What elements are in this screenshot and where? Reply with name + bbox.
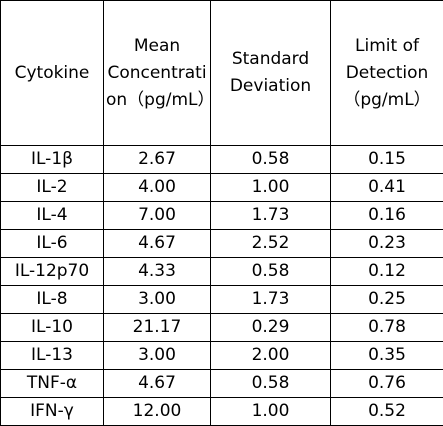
table-cell: 12.00 [104, 398, 211, 426]
table-cell: 0.25 [331, 286, 443, 314]
table-cell: TNF-α [1, 370, 104, 398]
table-cell: 0.52 [331, 398, 443, 426]
table-cell: 7.00 [104, 202, 211, 230]
table-cell: 21.17 [104, 314, 211, 342]
table-cell: IL-1β [1, 146, 104, 174]
header-cell: Mean Concentration（pg/mL） [104, 1, 211, 146]
table-cell: 4.33 [104, 258, 211, 286]
header-cell: Standard Deviation [211, 1, 331, 146]
table-cell: 0.76 [331, 370, 443, 398]
table-cell: 0.58 [211, 370, 331, 398]
table-cell: 0.29 [211, 314, 331, 342]
table-cell: 3.00 [104, 286, 211, 314]
header-cell: Cytokine [1, 1, 104, 146]
table-cell: IFN-γ [1, 398, 104, 426]
table-cell: 0.78 [331, 314, 443, 342]
table-cell: 0.12 [331, 258, 443, 286]
table-cell: 4.67 [104, 370, 211, 398]
table-cell: 0.58 [211, 146, 331, 174]
header-cell: Limit of Detection（pg/mL） [331, 1, 443, 146]
table-cell: 0.35 [331, 342, 443, 370]
table-cell: 3.00 [104, 342, 211, 370]
table-cell: 4.00 [104, 174, 211, 202]
table-cell: 0.23 [331, 230, 443, 258]
table-cell: IL-4 [1, 202, 104, 230]
table-cell: 2.67 [104, 146, 211, 174]
table-cell: 1.00 [211, 398, 331, 426]
table-cell: 0.41 [331, 174, 443, 202]
table-cell: 2.00 [211, 342, 331, 370]
table-cell: 1.00 [211, 174, 331, 202]
table-cell: 4.67 [104, 230, 211, 258]
table-cell: IL-6 [1, 230, 104, 258]
table-cell: 2.52 [211, 230, 331, 258]
table-cell: IL-8 [1, 286, 104, 314]
table-cell: IL-12p70 [1, 258, 104, 286]
table-cell: 1.73 [211, 202, 331, 230]
table-cell: IL-2 [1, 174, 104, 202]
table-cell: 0.15 [331, 146, 443, 174]
table-cell: IL-13 [1, 342, 104, 370]
table-cell: 0.58 [211, 258, 331, 286]
table-cell: IL-10 [1, 314, 104, 342]
table-cell: 0.16 [331, 202, 443, 230]
table-cell: 1.73 [211, 286, 331, 314]
